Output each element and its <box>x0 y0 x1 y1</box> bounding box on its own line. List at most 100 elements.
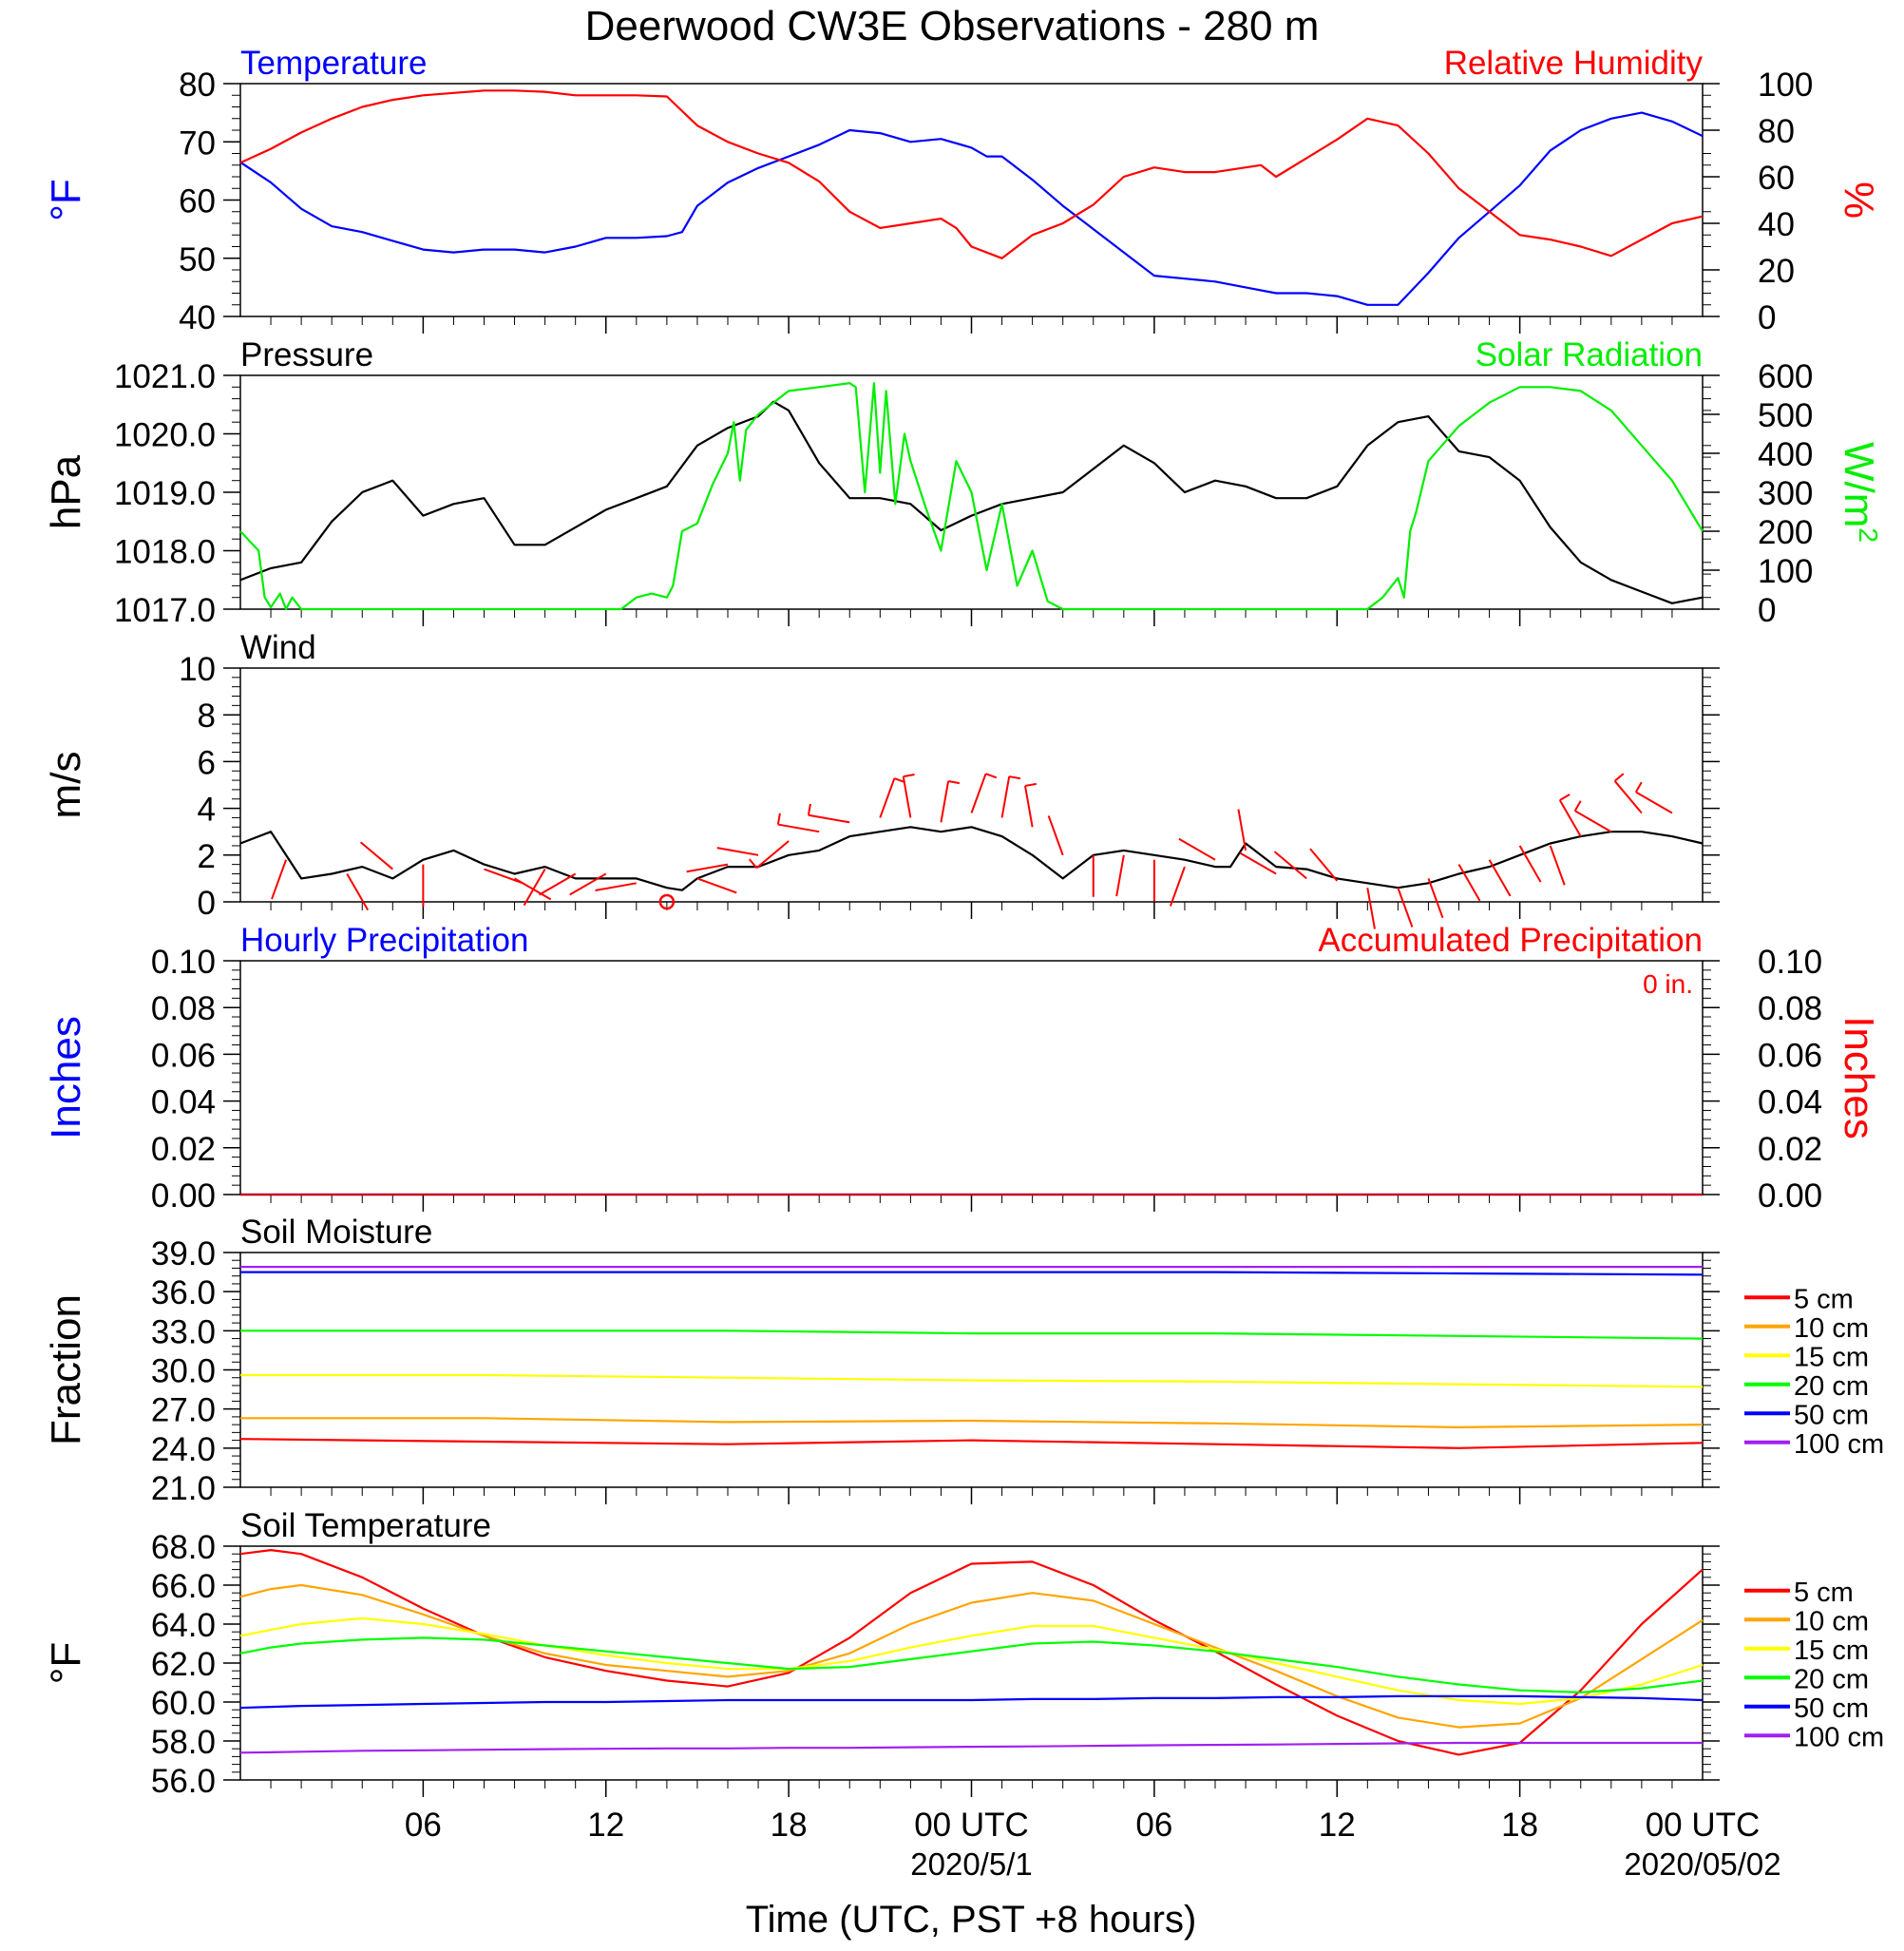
legend-entry: 10 cm <box>1794 1606 1869 1636</box>
legend-entry: 20 cm <box>1794 1664 1869 1694</box>
series-line-50-cm <box>239 1694 1704 1710</box>
legend-entry: 15 cm <box>1794 1342 1869 1372</box>
y-tick-label-left: 30.0 <box>151 1353 216 1390</box>
date-label: 2020/5/1 <box>910 1846 1032 1882</box>
wind-barb-flag <box>903 774 915 778</box>
y-axis-label-left: °F <box>43 179 89 220</box>
y-tick-label-left: 0.08 <box>151 990 216 1027</box>
date-label: 2020/05/02 <box>1624 1846 1780 1882</box>
wind-barb <box>271 859 288 900</box>
wind-barb <box>1047 815 1064 856</box>
wind-barb <box>1518 845 1542 883</box>
y-tick-label-right: 80 <box>1758 113 1795 150</box>
y-tick-label-left: 80 <box>179 67 216 104</box>
x-tick-label: 06 <box>405 1807 442 1844</box>
wind-barb <box>539 872 577 896</box>
wind-barb-flag <box>1559 794 1571 801</box>
wind-barb <box>879 777 896 818</box>
y-tick-label-right: 0.00 <box>1758 1177 1822 1215</box>
wind-barb <box>808 813 850 824</box>
x-tick-label: 18 <box>1501 1807 1538 1844</box>
panel-pressure_solar: 1021.0 1020.0 1019.0 1018.0 1017.0 6005004003… <box>43 336 1884 629</box>
plot-frame <box>239 1252 1704 1488</box>
wind-barb <box>595 882 637 891</box>
wind-barb-flag <box>947 780 961 785</box>
y-tick-label-left: 64.0 <box>151 1607 216 1644</box>
panel-title-left: Pressure <box>240 336 373 373</box>
y-tick-label-right: 0 <box>1758 299 1776 336</box>
y-tick-label-left: 39.0 <box>151 1235 216 1272</box>
y-tick-label-left: 1019.0 <box>114 475 216 512</box>
series-line-15-cm <box>239 1616 1704 1706</box>
wind-barb <box>1549 845 1566 886</box>
y-axis-label-right: W/m2 <box>1836 442 1884 543</box>
panel-title-right: Accumulated Precipitation <box>1318 922 1703 959</box>
y-tick-label-left: 70 <box>179 124 216 162</box>
panel-title-left: Wind <box>240 629 316 666</box>
wind-barb <box>902 775 912 818</box>
y-tick-label-right: 0.04 <box>1758 1084 1822 1121</box>
y-tick-label-right: 300 <box>1758 475 1813 512</box>
series-line-relative-humidity <box>239 89 1704 259</box>
y-tick-label-left: 6 <box>198 744 216 781</box>
wind-barb-flag <box>776 813 781 825</box>
plot-frame <box>239 960 1704 1195</box>
wind-barb <box>686 863 729 873</box>
panel-title-left: Soil Temperature <box>240 1507 491 1544</box>
wind-barb <box>1397 887 1414 928</box>
y-tick-label-left: 0.06 <box>151 1037 216 1074</box>
y-tick-label-left: 36.0 <box>151 1274 216 1311</box>
wind-calm-marker <box>658 893 676 910</box>
y-tick-label-left: 60 <box>179 183 216 220</box>
wind-barb <box>1115 854 1125 897</box>
legend-entry: 10 cm <box>1794 1313 1869 1344</box>
y-axis-label-left: hPa <box>43 454 89 529</box>
figure-title: Deerwood CW3E Observations - 280 m <box>585 3 1320 49</box>
wind-barb <box>1457 864 1481 902</box>
y-tick-label-left: 0.00 <box>151 1177 216 1215</box>
series-line-20-cm <box>240 1329 1704 1340</box>
x-axis-label: Time (UTC, PST +8 hours) <box>746 1899 1197 1941</box>
wind-barb <box>1635 791 1673 814</box>
y-tick-label-left: 1021.0 <box>114 358 216 395</box>
x-tick-label: 00 UTC <box>914 1807 1029 1844</box>
panel-temperature_humidity: 80 70 60 50 40 100 80 60 40 20 0 Temperature Relativ… <box>43 45 1882 336</box>
legend-entry: 20 cm <box>1794 1371 1869 1402</box>
y-tick-label-left: 2 <box>198 838 216 875</box>
wind-barb <box>716 847 759 856</box>
series-line-5-cm <box>239 1549 1704 1756</box>
wind-barb <box>1239 851 1277 875</box>
accumulated-precip-value: 0 in. <box>1643 969 1693 999</box>
y-tick-label-left: 40 <box>179 299 216 336</box>
y-tick-label-left: 56.0 <box>151 1763 216 1800</box>
y-tick-label-left: 62.0 <box>151 1646 216 1683</box>
series-line-100-cm <box>239 1741 1703 1754</box>
series-line-10-cm <box>240 1417 1704 1428</box>
wind-barb <box>1237 809 1247 851</box>
wind-barb-flag <box>807 803 811 815</box>
y-tick-label-left: 0.04 <box>151 1084 216 1121</box>
panel-title-left: Hourly Precipitation <box>240 922 528 959</box>
x-tick-label: 06 <box>1135 1807 1172 1844</box>
series-line-temperature <box>239 111 1704 306</box>
legend-entry: 100 cm <box>1794 1429 1884 1460</box>
wind-barb <box>523 869 546 907</box>
wind-barb-flag <box>1634 781 1643 794</box>
series-line-15-cm <box>240 1373 1704 1388</box>
y-tick-label-left: 66.0 <box>151 1568 216 1605</box>
series-line-20-cm <box>239 1636 1704 1693</box>
y-tick-label-left: 27.0 <box>151 1392 216 1429</box>
y-tick-label-left: 8 <box>198 698 216 735</box>
wind-barb-flag <box>748 858 758 869</box>
y-tick-label-left: 33.0 <box>151 1313 216 1350</box>
wind-barb <box>1000 775 1011 818</box>
wind-barb-flag <box>985 773 998 779</box>
y-tick-label-left: 58.0 <box>151 1724 216 1761</box>
y-tick-label-right: 60 <box>1758 160 1795 197</box>
panel-title-right: Solar Radiation <box>1476 336 1703 373</box>
y-tick-label-right: 40 <box>1758 206 1795 243</box>
y-axis-label-right: % <box>1836 182 1882 219</box>
y-tick-label-right: 600 <box>1758 358 1813 395</box>
panel-wind: 10 8 6 4 2 0 Wind m/s <box>43 629 1720 929</box>
